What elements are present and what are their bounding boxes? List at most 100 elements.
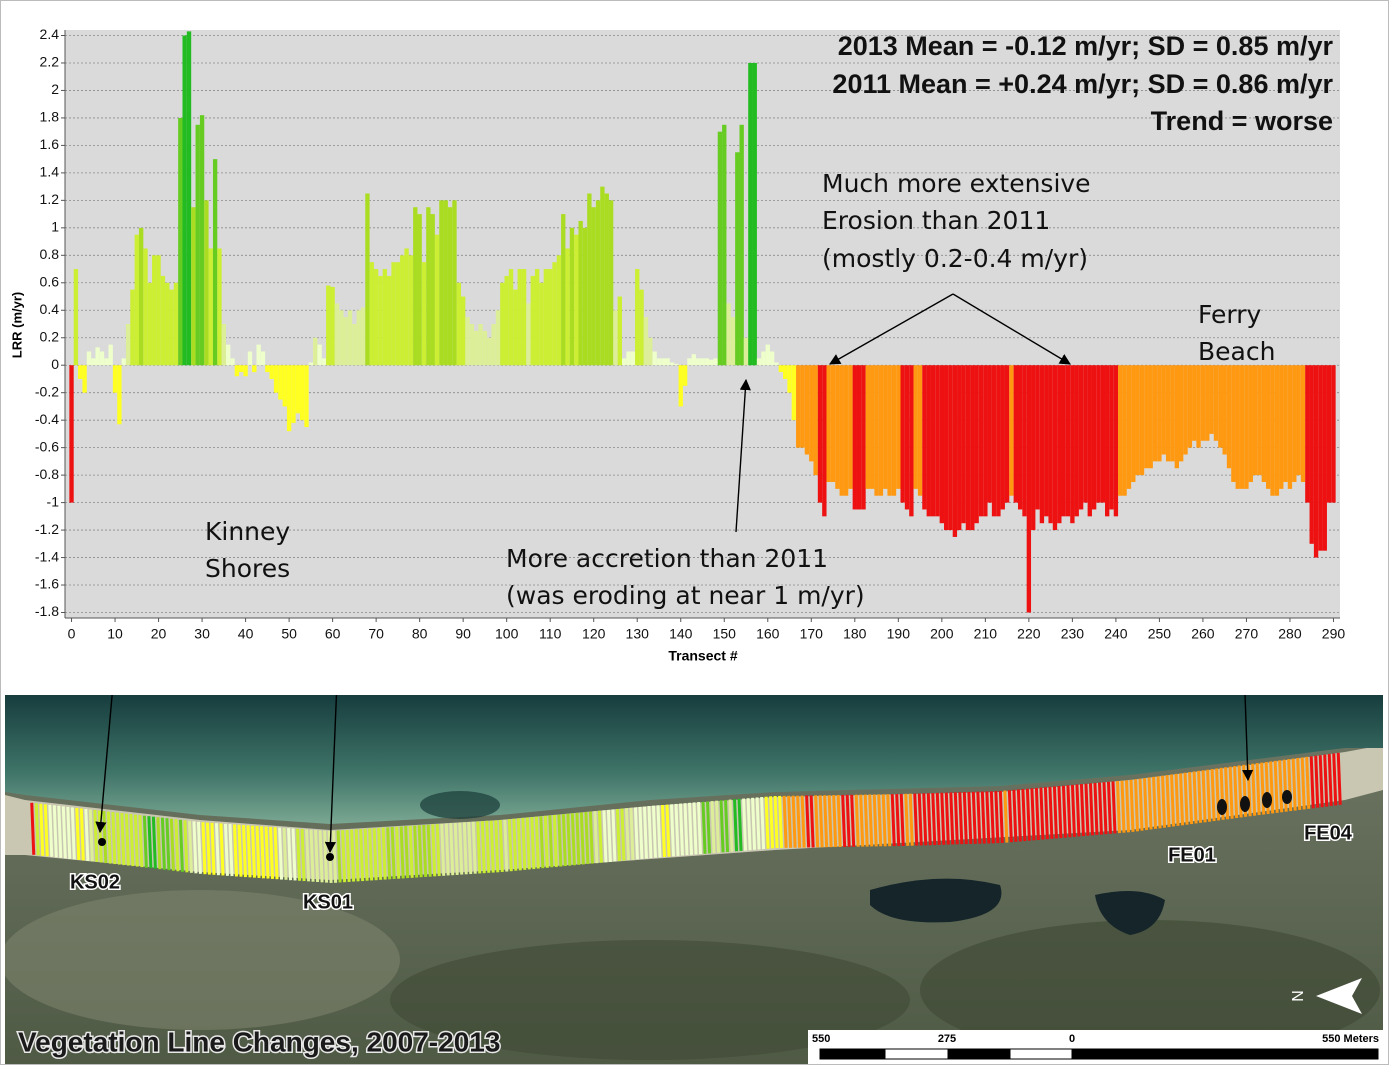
map-transect: [629, 807, 635, 860]
map-transect: [372, 828, 378, 881]
x-tick-label: 110: [539, 626, 562, 642]
map-transect: [602, 810, 608, 863]
map-transect: [287, 828, 293, 881]
bar: [661, 358, 666, 366]
map-transect: [579, 812, 585, 865]
bar: [896, 365, 901, 489]
bar: [121, 358, 126, 366]
accretion-note: (was eroding at near 1 m/yr): [506, 581, 865, 610]
bar: [891, 365, 897, 496]
bar: [404, 248, 409, 366]
map-transect: [1106, 781, 1112, 834]
bar: [308, 362, 314, 366]
bar: [635, 269, 640, 366]
map-transect: [237, 824, 243, 877]
bar: [99, 351, 105, 366]
map-transect: [1043, 787, 1049, 840]
bar: [408, 255, 414, 366]
map-transect: [264, 826, 270, 879]
bar: [700, 358, 705, 366]
map-transect: [187, 820, 193, 873]
map-transect: [985, 791, 991, 844]
map-transect: [1021, 789, 1027, 842]
bar: [965, 365, 971, 531]
map-transect: [435, 824, 441, 877]
x-tick-label: 20: [151, 626, 167, 642]
station-marker: [98, 838, 106, 846]
map-transect: [30, 802, 36, 855]
bar: [665, 358, 670, 366]
bar: [752, 62, 757, 366]
arrow: [735, 378, 751, 533]
bar: [1170, 365, 1175, 462]
map-transect: [1034, 787, 1040, 840]
map-transect: [773, 795, 779, 849]
map-transect: [818, 795, 824, 848]
bar: [822, 365, 827, 517]
map-transect: [1147, 777, 1153, 830]
bar: [143, 248, 148, 366]
north-label: N: [1290, 990, 1307, 1002]
map-transect: [958, 792, 964, 845]
map-transect: [962, 792, 968, 845]
bar: [395, 262, 401, 366]
bar: [630, 351, 636, 366]
map-transect: [791, 795, 797, 848]
map-transect: [1152, 776, 1158, 829]
map-transect: [1296, 757, 1302, 811]
map-transect: [706, 801, 712, 854]
x-tick-label: 80: [412, 626, 428, 642]
bar: [1070, 365, 1075, 524]
map-transect: [174, 819, 180, 872]
map-transect: [1183, 772, 1189, 825]
bar: [639, 289, 644, 366]
map-transect: [1318, 755, 1324, 808]
bar: [208, 248, 213, 366]
map-transect: [1197, 770, 1203, 823]
map-transect: [1332, 753, 1338, 806]
map-transect: [106, 811, 112, 864]
bar: [352, 324, 357, 366]
bar: [1035, 365, 1040, 510]
map-transect: [269, 826, 275, 879]
map-transect: [913, 793, 919, 846]
map-transect: [124, 813, 130, 866]
map-transect: [1057, 785, 1063, 839]
map-transect: [692, 802, 698, 855]
x-tick-label: 10: [107, 626, 123, 642]
map-transect: [850, 794, 856, 847]
map-transect: [129, 814, 135, 867]
x-tick-label: 50: [281, 626, 297, 642]
bar: [1118, 365, 1123, 496]
bar: [221, 324, 227, 366]
bar: [1331, 365, 1336, 503]
bar: [1296, 365, 1301, 476]
map-transect: [1228, 766, 1234, 819]
map-transect: [868, 794, 874, 847]
arrow: [324, 695, 338, 854]
bar: [243, 365, 248, 377]
bar: [295, 365, 300, 414]
bar: [204, 200, 209, 366]
map-transect: [917, 793, 923, 846]
map-transect: [633, 807, 639, 860]
north-arrow: [1316, 978, 1362, 1014]
bar: [360, 307, 366, 366]
map-transect: [715, 800, 721, 853]
bar: [421, 262, 427, 366]
bar: [260, 351, 266, 366]
map-transect: [102, 810, 108, 864]
map-transect: [1233, 765, 1239, 819]
map-transect: [52, 805, 58, 858]
bar: [1261, 365, 1267, 482]
y-tick-label: 2.2: [40, 54, 60, 70]
map-transect: [1066, 785, 1072, 838]
bar: [569, 227, 575, 366]
map-transect: [1052, 786, 1058, 839]
bar: [147, 282, 153, 366]
map-transect: [863, 794, 869, 847]
bar: [565, 248, 570, 366]
bar: [1326, 365, 1332, 503]
bar: [604, 193, 609, 366]
scale-label: 275: [938, 1033, 956, 1045]
